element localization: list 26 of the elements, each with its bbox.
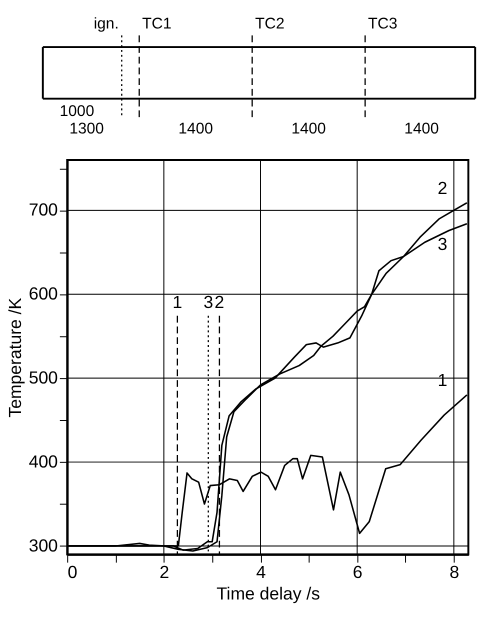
- text: 1400: [291, 120, 326, 138]
- y-tick-label: 300: [28, 535, 58, 556]
- y-tick-label: 500: [28, 368, 58, 388]
- annotation: 1: [172, 292, 182, 312]
- text: ign.: [94, 16, 119, 33]
- text: TC1: [142, 16, 172, 33]
- text: 1400: [404, 120, 440, 138]
- annotation: 2: [214, 292, 224, 312]
- x-tick-label: 8: [449, 562, 460, 582]
- text: 1400: [178, 120, 214, 138]
- annotation: 2: [438, 178, 448, 198]
- text: 1300: [69, 120, 104, 138]
- text: 1000: [60, 103, 95, 120]
- annotation: 3: [438, 234, 448, 254]
- x-tick-label: 2: [159, 562, 170, 582]
- x-axis-title: Time delay /s: [216, 584, 320, 604]
- annotation: 3: [203, 292, 214, 312]
- x-tick-label: 6: [352, 562, 363, 582]
- x-tick-label: 0: [68, 562, 78, 582]
- y-tick-label: 600: [28, 284, 58, 304]
- y-tick-label: 700: [28, 200, 58, 220]
- text: TC3: [368, 16, 398, 33]
- y-tick-label: 400: [28, 451, 58, 472]
- x-tick-label: 4: [256, 562, 266, 582]
- text: TC2: [255, 16, 285, 33]
- y-axis-title: Temperature /K: [4, 297, 25, 418]
